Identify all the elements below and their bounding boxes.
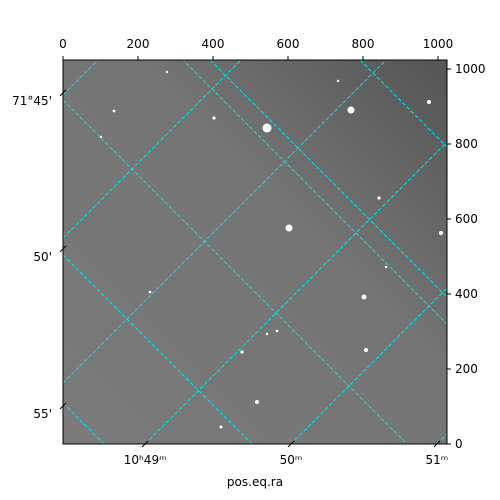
x-tick-label: 200 <box>127 37 150 51</box>
y-tick-label: 600 <box>455 212 478 226</box>
x-tick-label: 1000 <box>423 37 454 51</box>
y-tick-label: 200 <box>455 362 478 376</box>
y-tick-label: 800 <box>455 137 478 151</box>
x-tick-label: 400 <box>202 37 225 51</box>
coordinate-grid <box>63 60 447 444</box>
ra-tick <box>141 440 149 448</box>
x-axis-label: pos.eq.ra <box>227 475 283 489</box>
frame <box>62 59 448 445</box>
y-tick-label: 1000 <box>455 62 486 76</box>
x-tick-label: 0 <box>59 37 67 51</box>
y-tick-label: 400 <box>455 287 478 301</box>
dec-tick <box>59 402 67 410</box>
ra-tick <box>433 440 441 448</box>
y-tick-label: 0 <box>455 437 463 451</box>
ra-tick <box>287 440 295 448</box>
x-tick-label: 800 <box>352 37 375 51</box>
sky-image <box>63 60 447 444</box>
ra-tick-label: 50ᵐ <box>280 453 303 467</box>
ra-tick-label: 10ʰ49ᵐ <box>124 453 167 467</box>
dec-tick-label: 55' <box>33 407 52 421</box>
x-tick-label: 600 <box>277 37 300 51</box>
stars <box>99 70 443 429</box>
dec-tick-label: 71°45' <box>12 94 52 108</box>
dec-tick <box>59 245 67 253</box>
ra-tick-label: 51ᵐ <box>426 453 449 467</box>
dec-tick-label: 50' <box>33 250 52 264</box>
dec-tick <box>59 89 67 97</box>
